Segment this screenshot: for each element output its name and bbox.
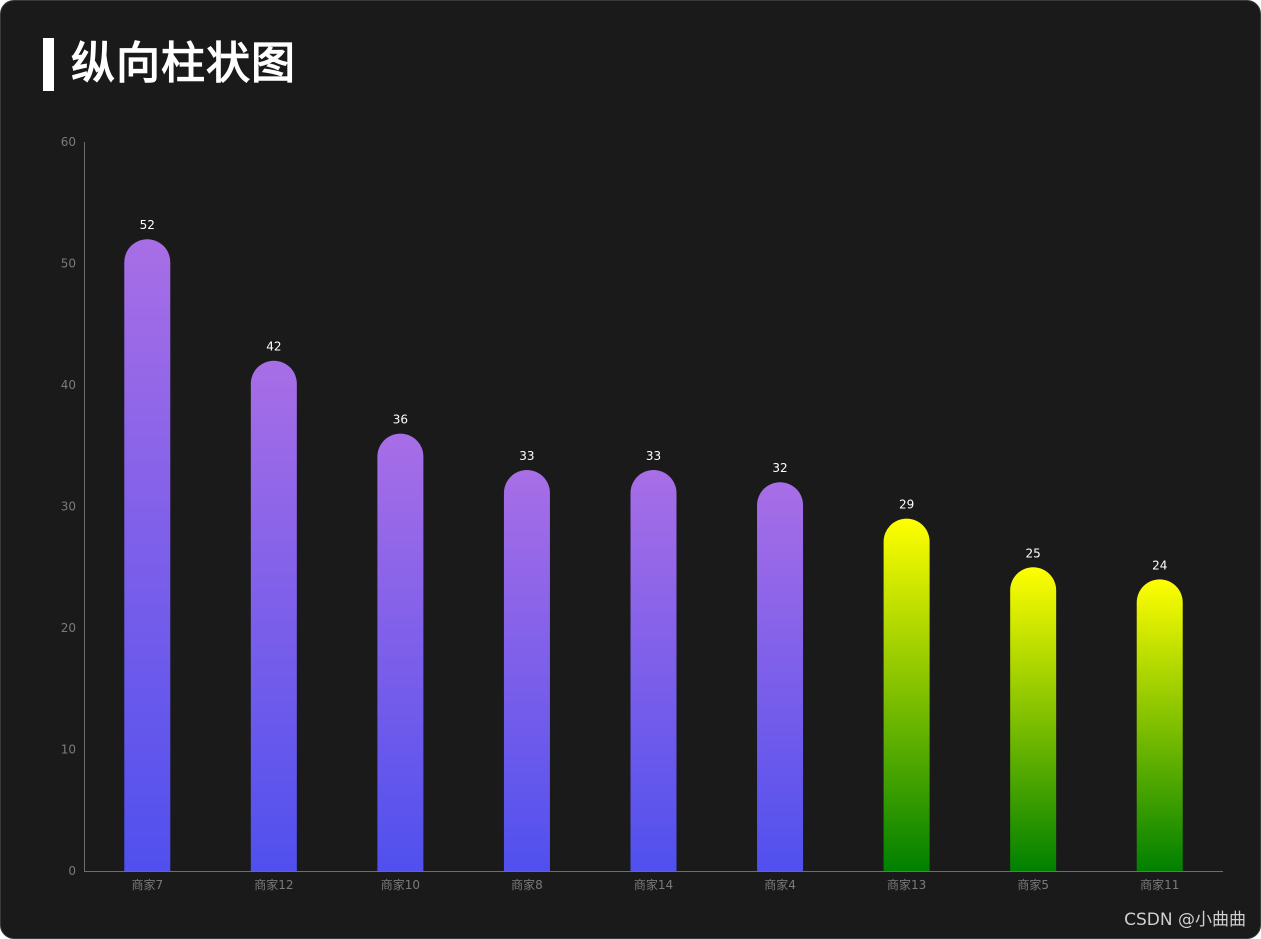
y-tick-label: 20 <box>61 621 76 635</box>
watermark: CSDN @小曲曲 <box>1124 910 1246 930</box>
x-tick-label: 商家7 <box>131 877 163 892</box>
bar-商家10[interactable] <box>377 433 424 871</box>
bar-value-label: 32 <box>772 461 787 475</box>
bar-商家5[interactable] <box>1010 567 1057 871</box>
bar-商家7[interactable] <box>124 239 171 871</box>
bar-value-label: 24 <box>1152 558 1167 572</box>
y-tick-label: 60 <box>61 135 76 149</box>
bar-value-label: 36 <box>393 413 408 427</box>
bar-value-label: 25 <box>1026 546 1041 560</box>
y-tick-label: 40 <box>61 378 76 392</box>
y-tick-label: 10 <box>61 743 76 757</box>
x-tick-label: 商家12 <box>254 877 293 892</box>
x-tick-label: 商家4 <box>764 877 796 892</box>
x-tick-label: 商家8 <box>511 877 543 892</box>
bar-value-label: 33 <box>646 449 661 463</box>
y-tick-label: 0 <box>68 864 76 878</box>
x-tick-label: 商家14 <box>634 877 673 892</box>
x-tick-label: 商家11 <box>1140 877 1179 892</box>
bar-value-label: 29 <box>899 498 914 512</box>
bar-value-label: 52 <box>140 218 155 232</box>
bar-商家12[interactable] <box>250 360 297 871</box>
bar-value-label: 33 <box>519 449 534 463</box>
x-tick-label: 商家13 <box>887 877 926 892</box>
bar-商家13[interactable] <box>883 518 930 871</box>
bar-value-label: 42 <box>266 340 281 354</box>
page-title: 纵向柱状图 <box>71 38 296 89</box>
x-tick-label: 商家5 <box>1017 877 1049 892</box>
title-accent-bar <box>43 38 54 91</box>
x-tick-label: 商家10 <box>381 877 420 892</box>
bar-商家4[interactable] <box>757 482 804 871</box>
bar-商家14[interactable] <box>630 470 677 871</box>
y-tick-label: 50 <box>61 257 76 271</box>
y-tick-label: 30 <box>61 500 76 514</box>
bar-商家8[interactable] <box>503 470 550 871</box>
bar-商家11[interactable] <box>1136 579 1183 871</box>
